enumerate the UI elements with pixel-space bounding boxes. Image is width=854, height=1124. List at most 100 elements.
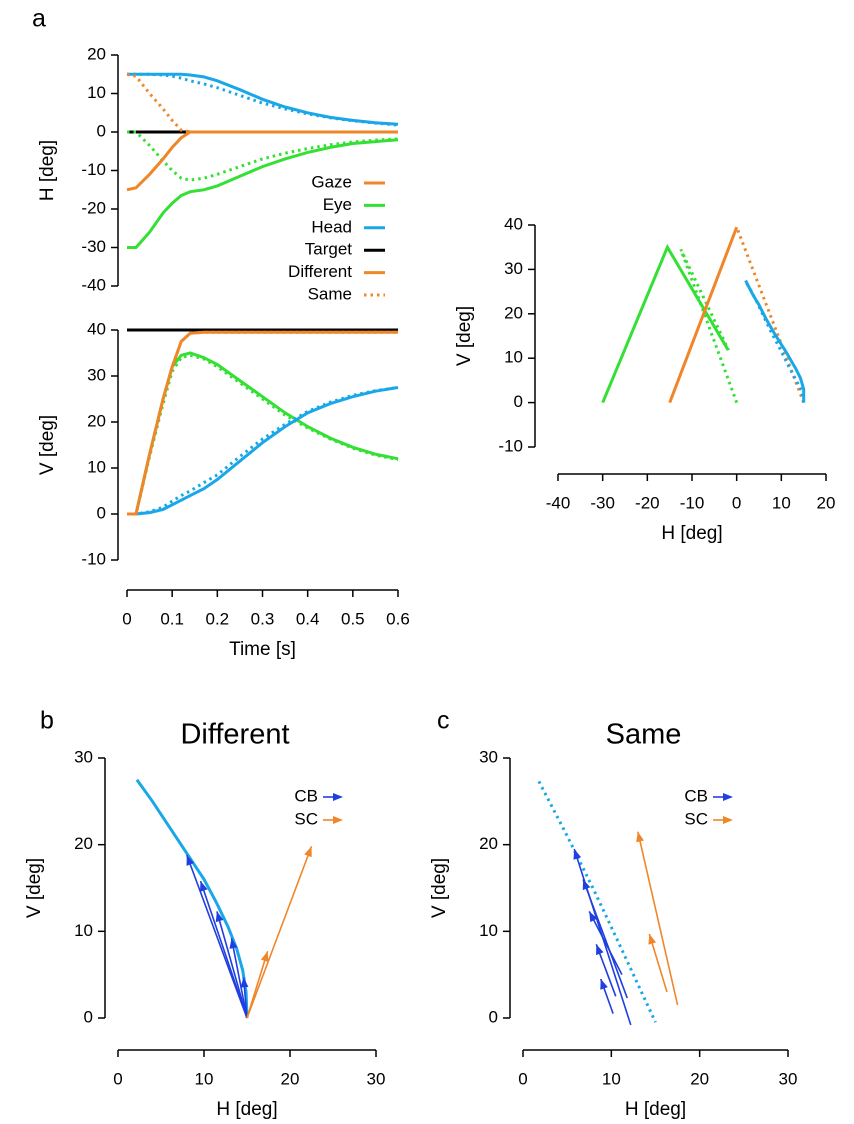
x-tick-label: 0 [732,493,741,512]
legend-label: CB [294,786,318,805]
series-line [127,72,399,127]
arrow [637,831,679,1006]
arrow-head [229,938,238,949]
x-tick-label: -30 [590,493,615,512]
x-tick-label: 10 [772,493,791,512]
series-line [735,226,806,404]
x-tick-label: 0.1 [160,609,184,628]
legend-label: SC [684,809,708,828]
series-line [127,138,399,249]
x-tick-label: 30 [779,1069,798,1088]
x-tick-label: 20 [281,1069,300,1088]
arrow-head [260,951,269,963]
arrow-head [186,855,195,866]
y-tick-label: -10 [81,160,106,179]
y-tick-label: -40 [81,275,106,294]
y-tick-label: 20 [74,834,93,853]
x-tick-label: 0.2 [206,609,230,628]
x-tick-label: 0.5 [341,609,365,628]
series-line [127,386,399,516]
x-axis-title: H [deg] [661,523,722,544]
y-tick-label: 10 [504,348,523,367]
x-tick-label: 20 [817,493,836,512]
x-tick-label: 0 [518,1069,527,1088]
series-line [127,330,398,516]
chart-title: Different [180,719,289,751]
arrow-head [573,849,582,860]
y-tick-label: -10 [498,436,523,455]
y-axis-title: H [deg] [37,140,58,201]
y-tick-label: 0 [97,121,106,140]
y-tick-label: 0 [97,503,106,522]
y-tick-label: 30 [74,747,93,766]
y-axis-title: V [deg] [37,415,58,475]
y-tick-label: -20 [81,198,106,217]
panel-label: c [437,707,450,735]
y-tick-label: 40 [504,214,523,233]
arrow-head [304,846,312,858]
legend-label: Same [308,284,352,303]
arrow [588,911,623,976]
legend-label: CB [684,786,708,805]
y-tick-label: 30 [504,259,523,278]
series-line [679,248,739,404]
series-line [743,279,806,403]
x-tick-label: -10 [680,493,705,512]
series-line [127,130,399,182]
x-tick-label: -20 [635,493,660,512]
panel-label: a [32,5,46,33]
series-line [127,351,399,516]
panel-label: b [40,707,54,735]
x-axis-title: Time [s] [229,639,296,660]
y-tick-label: 10 [87,83,106,102]
arrow-head [240,977,249,988]
legend-label: Head [311,217,352,236]
arrow-head [582,879,591,891]
legend-swatch-head [723,793,733,801]
series-line [127,386,399,516]
y-tick-label: 0 [514,392,523,411]
legend-swatch-head [723,816,733,824]
y-axis-title: V [deg] [24,858,45,918]
series-line [537,780,657,1023]
y-tick-label: 20 [87,411,106,430]
x-tick-label: 10 [195,1069,214,1088]
x-tick-label: 0.3 [251,609,275,628]
arrow-head [199,881,208,892]
legend-label: Gaze [311,172,352,191]
x-axis-title: H [deg] [625,1099,686,1120]
series-line [744,279,806,403]
chart-title: Same [606,719,682,751]
y-tick-label: -30 [81,237,106,256]
series-line [127,330,398,516]
x-tick-label: 20 [690,1069,709,1088]
x-axis-title: H [deg] [216,1099,277,1120]
arrow-head [589,911,598,923]
y-tick-label: 20 [479,834,498,853]
y-tick-label: 40 [87,319,106,338]
y-tick-label: 30 [479,747,498,766]
y-tick-label: 0 [489,1007,498,1026]
x-tick-label: 0.4 [296,609,320,628]
series-line [601,243,729,404]
y-tick-label: 30 [87,365,106,384]
series-line [135,778,249,1019]
y-tick-label: -10 [81,549,106,568]
y-tick-label: 10 [479,921,498,940]
y-tick-label: 10 [74,921,93,940]
y-axis-title: V [deg] [454,306,475,366]
arrow-head [215,911,224,923]
arrow [582,879,628,999]
arrow [216,911,248,1019]
legend-label: Eye [323,195,352,214]
x-tick-label: 10 [602,1069,621,1088]
series-line [126,72,398,134]
x-tick-label: -40 [546,493,571,512]
x-tick-label: 0.6 [386,609,410,628]
arrow-head [648,933,657,945]
y-tick-label: 20 [504,303,523,322]
y-tick-label: 10 [87,457,106,476]
series-line [126,130,398,192]
